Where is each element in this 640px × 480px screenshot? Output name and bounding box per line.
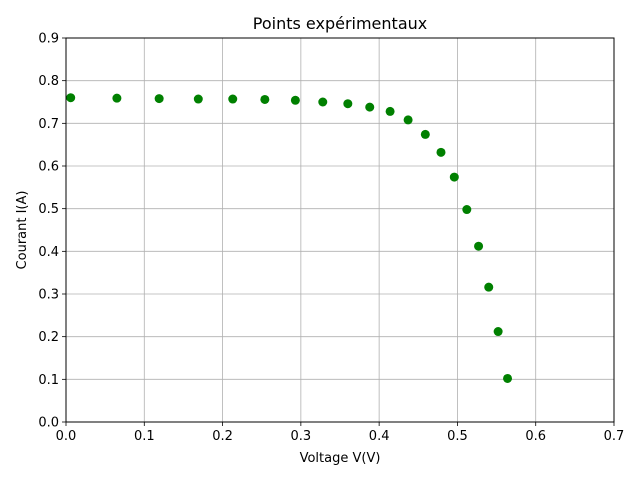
data-point bbox=[154, 94, 164, 104]
x-tick-label: 0.3 bbox=[291, 429, 312, 444]
y-tick-label: 0.1 bbox=[38, 373, 59, 388]
y-axis-label: Courant I(A) bbox=[15, 191, 30, 270]
y-tick-label: 0.6 bbox=[38, 160, 59, 175]
data-point bbox=[503, 373, 513, 383]
data-point bbox=[290, 95, 300, 105]
y-tick-label: 0.5 bbox=[38, 202, 59, 217]
data-point bbox=[493, 327, 503, 337]
x-axis-ticks: 0.0 0.1 0.2 0.3 0.4 0.5 0.6 0.7 bbox=[56, 422, 625, 444]
x-tick-label: 0.1 bbox=[134, 429, 155, 444]
x-tick-label: 0.6 bbox=[525, 429, 546, 444]
data-point bbox=[260, 94, 270, 104]
y-tick-label: 0.9 bbox=[38, 32, 59, 47]
x-tick-label: 0.4 bbox=[369, 429, 390, 444]
y-tick-label: 0.2 bbox=[38, 330, 59, 345]
x-tick-label: 0.5 bbox=[447, 429, 468, 444]
y-tick-label: 0.3 bbox=[38, 288, 59, 303]
x-tick-label: 0.0 bbox=[56, 429, 77, 444]
data-point bbox=[420, 129, 430, 139]
data-point bbox=[403, 115, 413, 125]
plot-frame bbox=[65, 37, 615, 423]
x-tick-label: 0.2 bbox=[212, 429, 233, 444]
data-point bbox=[449, 172, 459, 182]
data-point bbox=[193, 94, 203, 104]
data-point bbox=[484, 282, 494, 292]
data-point bbox=[343, 99, 353, 109]
y-tick-label: 0.4 bbox=[38, 245, 59, 260]
y-axis-ticks: 0.0 0.1 0.2 0.3 0.4 0.5 0.6 0.7 0.8 0.9 bbox=[38, 32, 66, 431]
data-point bbox=[436, 147, 446, 157]
chart-title: Points expérimentaux bbox=[253, 14, 427, 33]
data-point bbox=[474, 241, 484, 251]
y-tick-label: 0.7 bbox=[38, 117, 59, 132]
data-point bbox=[112, 93, 122, 103]
data-point bbox=[365, 102, 375, 112]
data-points bbox=[66, 93, 513, 383]
data-point bbox=[318, 97, 328, 107]
data-point bbox=[228, 94, 238, 104]
y-tick-label: 0.0 bbox=[38, 416, 59, 431]
y-tick-label: 0.8 bbox=[38, 74, 59, 89]
data-point bbox=[66, 93, 76, 103]
data-point bbox=[462, 205, 472, 215]
x-axis-label: Voltage V(V) bbox=[300, 451, 381, 466]
data-point bbox=[385, 106, 395, 116]
x-tick-label: 0.7 bbox=[604, 429, 625, 444]
